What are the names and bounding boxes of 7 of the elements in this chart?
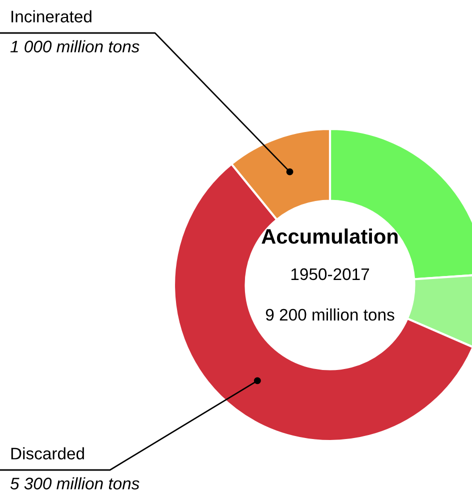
text: 1950-2017 [291, 268, 370, 280]
slice-label: Incinerated [12, 10, 92, 22]
text: Accumulation [262, 228, 398, 244]
text: 9 200 million tons [266, 308, 394, 321]
slice-label: Discarded [11, 447, 84, 460]
data-label: 1 000 million tons [10, 40, 140, 52]
data-label: 5 300 million tons [10, 477, 140, 490]
